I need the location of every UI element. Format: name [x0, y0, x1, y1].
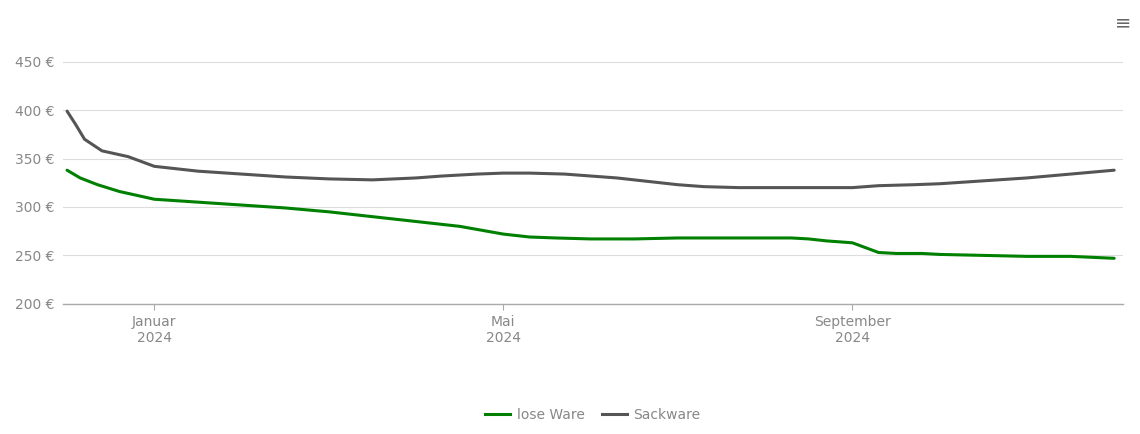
Legend: lose Ware, Sackware: lose Ware, Sackware — [480, 403, 706, 428]
Text: ≡: ≡ — [1115, 13, 1131, 32]
